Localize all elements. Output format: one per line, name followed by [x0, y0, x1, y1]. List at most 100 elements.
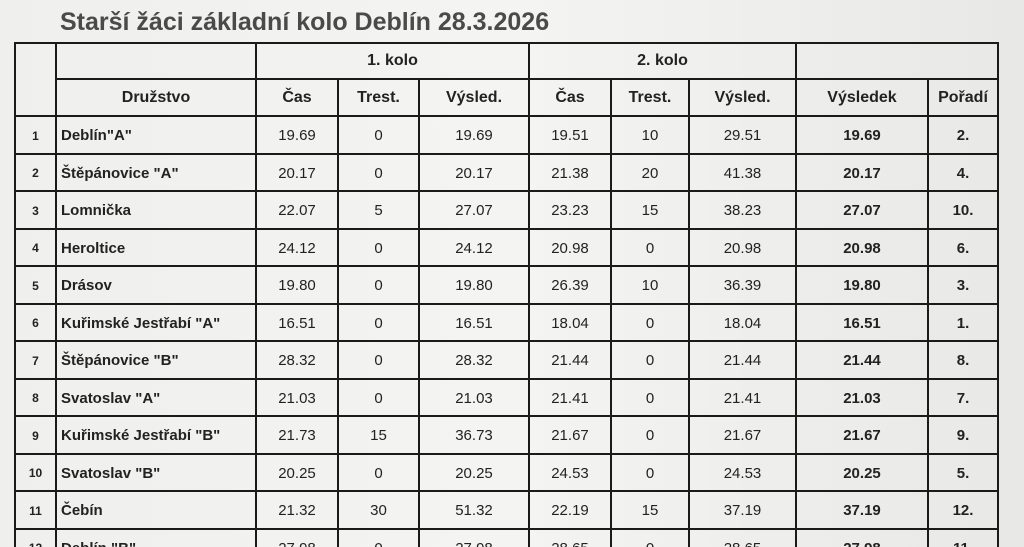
data-row: 3 Lomnička 22.07 5 27.07 23.23 15 38.23 27.07 10. [14, 190, 999, 230]
team-name: Heroltice [55, 227, 257, 267]
team-name: Deblín"A" [55, 115, 257, 155]
cell: 5 [337, 190, 420, 230]
cell: 0 [337, 115, 420, 155]
cell: 6. [927, 227, 999, 267]
row-number: 3 [14, 190, 57, 230]
cell: 19.80 [255, 265, 339, 305]
cell: 15 [337, 415, 420, 455]
team-name: Deblín "B" [55, 527, 257, 547]
team-name: Svatoslav "A" [55, 377, 257, 417]
cell: 21.73 [255, 415, 339, 455]
team-name: Kuřimské Jestřabí "B" [55, 415, 257, 455]
cell: 0 [337, 340, 420, 380]
cell: 20.98 [688, 227, 797, 267]
empty-cell [795, 42, 999, 80]
row-number: 10 [14, 452, 57, 492]
team-name: Štěpánovice "B" [55, 340, 257, 380]
cell: 37.19 [795, 490, 929, 530]
results-table: 1. kolo 2. kolo Družstvo Čas Trest. Výsled. Ča… [14, 42, 999, 547]
cell: 21.41 [688, 377, 797, 417]
cell: 21.67 [528, 415, 612, 455]
cell: 12. [927, 490, 999, 530]
cell: 19.80 [795, 265, 929, 305]
data-row: 1 Deblín"A" 19.69 0 19.69 19.51 10 29.51 19.69 2. [14, 115, 999, 155]
cell: 23.23 [528, 190, 612, 230]
cell: 28.32 [255, 340, 339, 380]
cell: 27.98 [795, 527, 929, 547]
cell: 21.41 [528, 377, 612, 417]
team-name: Čebín [55, 490, 257, 530]
row-number: 12 [14, 527, 57, 547]
row-number: 2 [14, 152, 57, 192]
group-header: 2. kolo [528, 42, 797, 80]
cell: 27.98 [418, 527, 530, 547]
cell: 19.80 [418, 265, 530, 305]
cell: 18.04 [528, 302, 612, 342]
cell: 27.98 [255, 527, 339, 547]
cell: 30 [337, 490, 420, 530]
cell: 0 [337, 265, 420, 305]
cell: 21.38 [528, 152, 612, 192]
cell: 0 [337, 452, 420, 492]
cell: 28.65 [528, 527, 612, 547]
cell: 24.53 [688, 452, 797, 492]
team-name: Lomnička [55, 190, 257, 230]
cell: 29.51 [688, 115, 797, 155]
data-row: 7 Štěpánovice "B" 28.32 0 28.32 21.44 0 21.44 21… [14, 340, 999, 380]
cell: 20.25 [418, 452, 530, 492]
header-row: Družstvo Čas Trest. Výsled. Čas Trest. Výsled.… [15, 78, 999, 117]
cell: 11. [927, 527, 999, 547]
cell: 0 [610, 302, 690, 342]
row-number: 5 [14, 265, 57, 305]
cell: 15 [610, 190, 690, 230]
cell: 20.98 [528, 227, 612, 267]
cell: 28.32 [418, 340, 530, 380]
cell: 19.69 [255, 115, 339, 155]
cell: 0 [337, 227, 420, 267]
cell: 0 [337, 377, 420, 417]
cell: 20.98 [795, 227, 929, 267]
column-header: Trest. [610, 78, 690, 117]
table-body: 1. kolo 2. kolo Družstvo Čas Trest. Výsled. Ča… [14, 42, 999, 547]
team-name: Svatoslav "B" [55, 452, 257, 492]
column-header: Družstvo [55, 78, 257, 117]
cell: 21.44 [795, 340, 929, 380]
cell: 41.38 [688, 152, 797, 192]
cell: 0 [337, 152, 420, 192]
cell: 21.03 [795, 377, 929, 417]
cell: 0 [337, 527, 420, 547]
row-number: 1 [14, 115, 57, 155]
group-header: 1. kolo [255, 42, 530, 80]
cell: 0 [610, 377, 690, 417]
cell: 10 [610, 115, 690, 155]
cell: 8. [927, 340, 999, 380]
data-row: 4 Heroltice 24.12 0 24.12 20.98 0 20.98 20.98 6. [14, 227, 999, 267]
data-row: 12Deblín "B"27.98027.9828.65028.6527.981… [14, 527, 999, 547]
cell: 21.03 [418, 377, 530, 417]
data-row: 9 Kuřimské Jestřabí "B" 21.73 15 36.73 21.67 0… [14, 415, 999, 455]
cell: 0 [610, 227, 690, 267]
row-number: 6 [14, 302, 57, 342]
cell: 10. [927, 190, 999, 230]
cell: 51.32 [418, 490, 530, 530]
cell: 21.67 [795, 415, 929, 455]
column-header: Čas [255, 78, 339, 117]
cell: 0 [610, 415, 690, 455]
cell: 20.25 [255, 452, 339, 492]
group-row: 1. kolo 2. kolo [14, 42, 999, 117]
empty-cell [55, 42, 257, 80]
cell: 0 [337, 302, 420, 342]
cell: 19.69 [418, 115, 530, 155]
column-header: Výsled. [418, 78, 530, 117]
cell: 5. [927, 452, 999, 492]
corner-cell [14, 42, 57, 117]
data-row: 2 Štěpánovice "A" 20.17 0 20.17 21.38 20 41.38 2… [14, 152, 999, 192]
row-number: 9 [14, 415, 57, 455]
cell: 0 [610, 527, 690, 547]
row-number: 11 [14, 490, 57, 530]
column-header: Výsled. [688, 78, 797, 117]
cell: 21.32 [255, 490, 339, 530]
cell: 26.39 [528, 265, 612, 305]
cell: 7. [927, 377, 999, 417]
